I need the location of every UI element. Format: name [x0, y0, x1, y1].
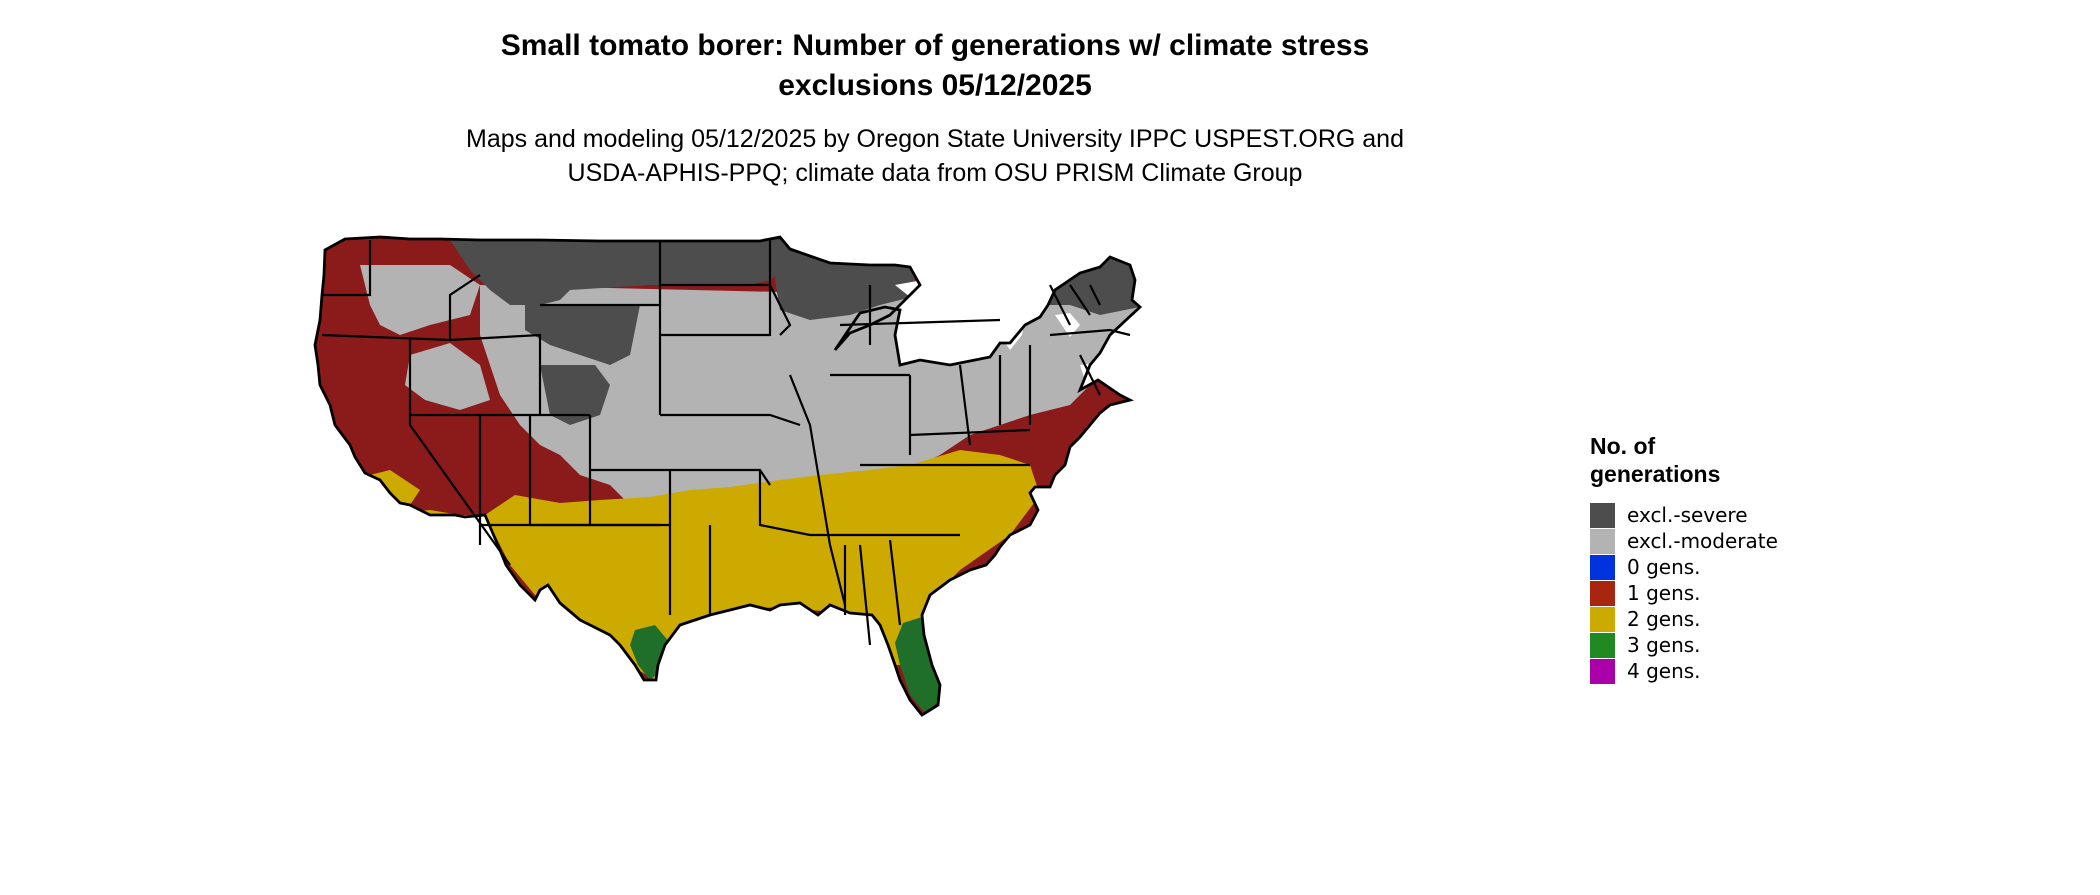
legend-label: excl.-severe	[1627, 503, 1748, 527]
map-legend: No. of generations excl.-severe excl.-mod…	[1590, 432, 1850, 684]
legend-label: 0 gens.	[1627, 555, 1701, 579]
zone-2-gens	[370, 450, 1040, 680]
legend-item: 0 gens.	[1590, 554, 1850, 580]
legend-swatch	[1590, 580, 1615, 606]
legend-label: 1 gens.	[1627, 581, 1701, 605]
legend-label: excl.-moderate	[1627, 529, 1778, 553]
zone-excl-severe	[450, 240, 1140, 425]
great-lakes	[895, 265, 1130, 383]
us-generations-map	[313, 235, 1142, 717]
map-subtitle-line2: USDA-APHIS-PPQ; climate data from OSU PR…	[567, 159, 1303, 187]
legend-item: 2 gens.	[1590, 606, 1850, 632]
zone-3-gens	[630, 617, 940, 713]
legend-swatch	[1590, 554, 1615, 580]
legend-swatch	[1590, 606, 1615, 632]
legend-label: 2 gens.	[1627, 607, 1701, 631]
map-subtitle-line1: Maps and modeling 05/12/2025 by Oregon S…	[466, 125, 1404, 153]
map-title-line1: Small tomato borer: Number of generation…	[500, 29, 1370, 62]
legend-label: 3 gens.	[1627, 633, 1701, 657]
legend-title: No. of generations	[1590, 432, 1850, 488]
legend-item: 3 gens.	[1590, 632, 1850, 658]
legend-swatch	[1590, 528, 1615, 554]
legend-title-line2: generations	[1590, 461, 1721, 487]
map-subtitle: Maps and modeling 05/12/2025 by Oregon S…	[300, 122, 1570, 190]
map-title-line2: exclusions 05/12/2025	[778, 69, 1092, 102]
legend-swatch	[1590, 658, 1615, 684]
legend-swatch	[1590, 502, 1615, 528]
legend-swatch	[1590, 632, 1615, 658]
legend-item: 1 gens.	[1590, 580, 1850, 606]
legend-item: 4 gens.	[1590, 658, 1850, 684]
map-title: Small tomato borer: Number of generation…	[300, 26, 1570, 106]
legend-item: excl.-moderate	[1590, 528, 1850, 554]
legend-title-line1: No. of	[1590, 433, 1656, 459]
legend-items: excl.-severe excl.-moderate 0 gens. 1 gens.…	[1590, 502, 1850, 684]
legend-label: 4 gens.	[1627, 659, 1701, 683]
legend-item: excl.-severe	[1590, 502, 1850, 528]
state-borders	[313, 235, 1142, 717]
